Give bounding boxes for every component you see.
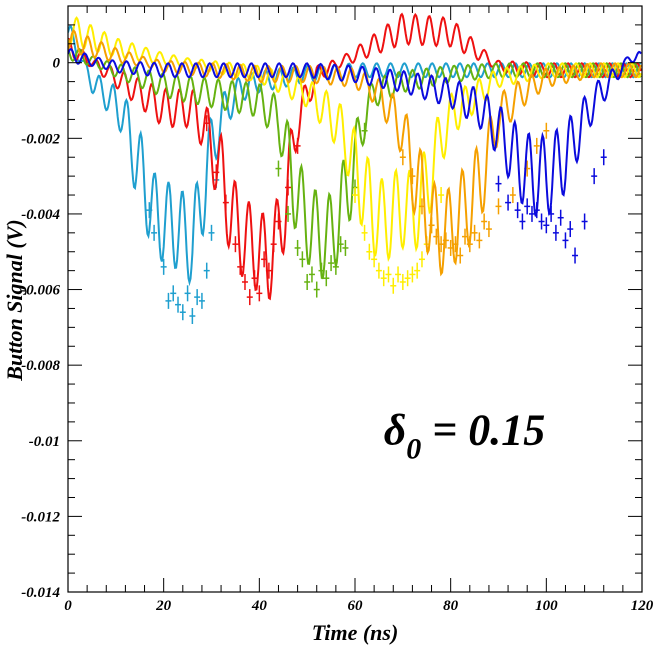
series-layer — [68, 12, 642, 325]
y-tick-label: -0.002 — [21, 131, 60, 147]
x-tick-label: 80 — [443, 598, 459, 614]
y-tick-label: -0.012 — [21, 509, 60, 525]
annotation-subscript: 0 — [406, 433, 421, 466]
y-tick-label: -0.008 — [21, 358, 60, 374]
x-tick-label: 0 — [64, 598, 72, 614]
series-6 — [68, 47, 642, 264]
x-tick-label: 120 — [631, 598, 654, 614]
x-tick-label: 20 — [155, 598, 172, 614]
series-line — [68, 47, 642, 217]
y-tick-label: -0.006 — [21, 283, 60, 299]
x-tick-label: 100 — [535, 598, 558, 614]
y-tick-label: -0.01 — [29, 434, 60, 450]
y-axis-title: Button Signal (V) — [2, 219, 27, 381]
series-5 — [68, 29, 642, 277]
x-tick-label: 60 — [348, 598, 364, 614]
y-tick-label: 0 — [53, 56, 61, 72]
tick-layer: 0 20 40 60 80 100 120 0 -0.002 -0.004 -0.006 -0.008… — [21, 5, 654, 614]
annotation-delta: δ0 = 0.15 — [384, 406, 546, 466]
annotation-symbol: δ — [384, 406, 407, 455]
x-tick-label: 40 — [251, 598, 268, 614]
x-axis-title: Time (ns) — [312, 620, 399, 645]
y-tick-label: -0.004 — [21, 207, 60, 223]
annotation-value: = 0.15 — [421, 406, 545, 455]
y-tick-label: -0.014 — [21, 585, 60, 601]
